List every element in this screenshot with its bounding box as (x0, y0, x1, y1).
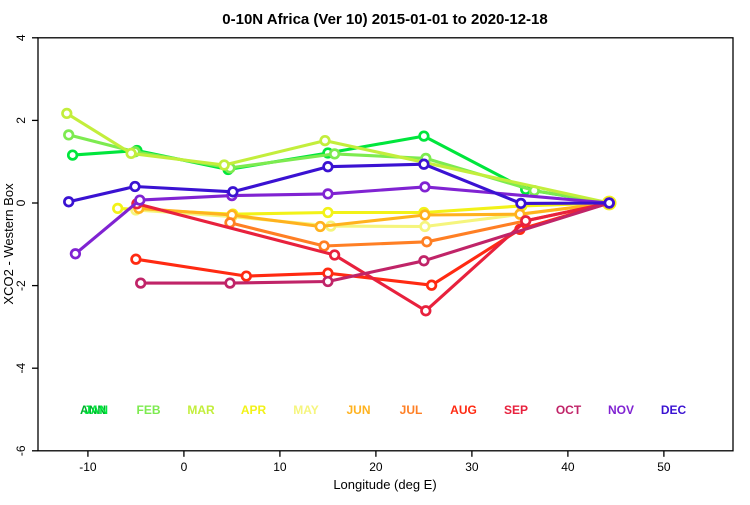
legend-label-ann: ANN (80, 403, 106, 417)
y-tick-label: 4 (14, 34, 28, 41)
legend-label-apr: APR (241, 403, 267, 417)
data-point-aug (240, 270, 252, 282)
x-tick-label: 0 (181, 460, 188, 474)
data-point-apr (112, 202, 124, 215)
legend-label-nov: NOV (608, 403, 634, 417)
legend-label-may: MAY (293, 403, 319, 417)
legend-label-aug: AUG (450, 403, 477, 417)
data-point-jan (66, 149, 79, 161)
data-point-jun (419, 209, 431, 221)
data-point-dec (227, 186, 239, 198)
data-point-jan (418, 130, 430, 142)
data-point-nov (322, 188, 334, 200)
data-point-dec (603, 197, 615, 209)
data-point-feb (63, 129, 75, 141)
x-tick-label: 50 (657, 460, 671, 474)
legend-label-dec: DEC (661, 403, 687, 417)
data-point-dec (418, 158, 430, 170)
data-point-dec (322, 161, 334, 173)
legend-label-sep: SEP (504, 403, 528, 417)
data-point-jun (514, 208, 526, 220)
series-layer (61, 107, 617, 317)
data-point-sep (328, 249, 341, 261)
data-point-nov (419, 181, 431, 193)
data-point-oct (418, 255, 430, 267)
data-point-jul (421, 236, 433, 248)
y-tick-label: -2 (14, 280, 28, 291)
x-tick-label: 10 (273, 460, 287, 474)
data-point-sep (420, 305, 432, 317)
data-point-may (419, 220, 431, 233)
data-point-oct (322, 275, 334, 288)
data-point-nov (69, 248, 82, 260)
data-point-oct (224, 277, 236, 289)
series-line-jul (228, 201, 611, 248)
series-line-nov (73, 185, 611, 256)
x-tick-label: 40 (561, 460, 575, 474)
legend-label-oct: OCT (556, 403, 582, 417)
x-tick-label: 20 (369, 460, 383, 474)
data-point-feb (328, 148, 341, 160)
chart-title: 0-10N Africa (Ver 10) 2015-01-01 to 2020… (222, 11, 547, 28)
y-axis-title: XCO2 - Western Box (1, 183, 16, 305)
data-point-dec (63, 196, 75, 208)
y-tick-label: 0 (14, 199, 28, 206)
data-point-oct (135, 277, 147, 289)
data-point-dec (129, 180, 141, 193)
data-point-aug (425, 279, 438, 291)
y-tick-label: 2 (14, 117, 28, 124)
data-point-mar (61, 107, 73, 120)
y-tick-label: -4 (14, 363, 28, 374)
series-line-jun (137, 201, 611, 229)
x-tick-label: 30 (465, 460, 479, 474)
data-point-apr (322, 206, 334, 219)
legend-label-jul: JUL (400, 403, 423, 417)
legend-label-jun: JUN (346, 403, 370, 417)
legend-label-mar: MAR (187, 403, 215, 417)
x-axis-title: Longitude (deg E) (333, 477, 436, 492)
data-point-aug (130, 253, 142, 265)
data-point-jun (314, 220, 326, 233)
legend-label-jan: JAN (84, 403, 108, 417)
y-tick-label: -6 (14, 445, 28, 456)
data-point-mar (125, 147, 137, 160)
data-point-mar (218, 159, 230, 171)
plot-border (37, 37, 734, 452)
data-point-jul (318, 240, 330, 252)
data-point-nov (134, 194, 146, 206)
legend-label-feb: FEB (137, 403, 161, 417)
data-point-mar (319, 134, 331, 147)
data-point-dec (515, 197, 527, 210)
data-point-sep (520, 215, 532, 227)
x-tick-label: -10 (79, 460, 97, 474)
